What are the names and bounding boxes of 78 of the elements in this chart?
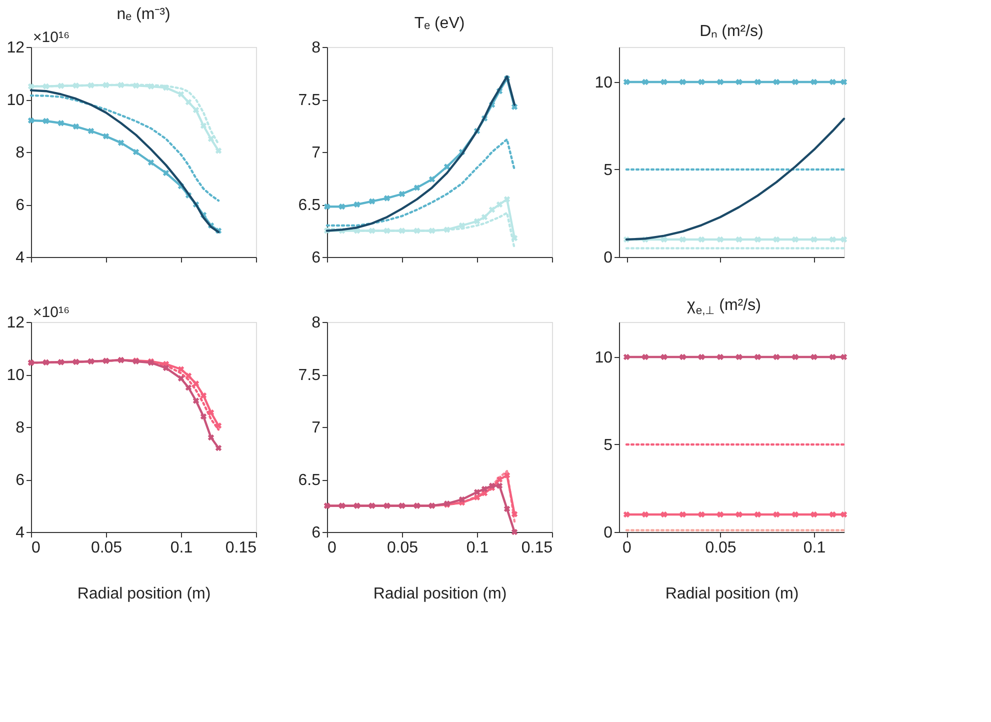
point [72, 123, 80, 130]
x-axis-title: Radial position (m) [373, 586, 507, 602]
x-tick-label: 0.05 [705, 540, 736, 556]
x-tick-label: 0.05 [386, 540, 418, 556]
x-tick-label: 0 [32, 540, 40, 556]
point [148, 159, 154, 166]
x-tick-label: 0.1 [803, 540, 826, 556]
point [496, 201, 503, 208]
point [354, 201, 360, 208]
chart-title: Tₑ (eV) [414, 15, 465, 32]
point [384, 195, 390, 202]
y-tick-label: 6.5 [298, 197, 321, 214]
y-tick-label: 6 [312, 250, 321, 266]
point [132, 148, 140, 156]
y-tick-label: 10 [6, 92, 25, 109]
y-tick-label: 10 [594, 74, 613, 92]
point [474, 218, 480, 224]
point [118, 140, 124, 146]
point [398, 190, 406, 198]
x-tick-label: 0.05 [90, 540, 122, 556]
y-tick-label: 0 [604, 524, 613, 542]
y-tick-label: 4 [16, 524, 25, 542]
y-tick-label: 8 [312, 40, 321, 56]
y-tick-label: 7 [312, 420, 321, 436]
point [428, 176, 436, 182]
point [178, 91, 184, 98]
point [192, 106, 200, 114]
point [28, 117, 34, 124]
x-tick-label: 0.15 [225, 540, 257, 556]
y-tick-label: 8 [16, 144, 25, 162]
x-axis-title: Radial position (m) [665, 586, 799, 602]
y-tick-label: 7.5 [298, 92, 321, 109]
chart-title: Dₙ (m²/s) [700, 23, 764, 40]
point [88, 128, 94, 134]
line-series [30, 94, 220, 202]
x-tick-label: 0.1 [170, 540, 193, 556]
point [200, 122, 207, 129]
y-tick-label: 5 [604, 162, 613, 179]
y-tick-label: 8 [16, 420, 25, 436]
point [102, 133, 110, 140]
x-tick-label: 0 [622, 540, 632, 556]
point [324, 203, 330, 210]
point [368, 198, 376, 204]
x-tick-label: 0.1 [466, 540, 489, 556]
point [185, 98, 192, 106]
point [42, 118, 50, 124]
chart-title: nₑ (m⁻³) [116, 6, 170, 23]
text: ×10¹⁶ [33, 29, 70, 46]
point [504, 196, 510, 202]
point [215, 148, 222, 154]
line-series [326, 138, 516, 227]
point [208, 136, 214, 142]
point [338, 203, 346, 210]
text: ×10¹⁶ [33, 304, 70, 321]
point [414, 184, 420, 191]
y-tick-label: 10 [6, 367, 25, 384]
y-tick-label: 6.5 [298, 472, 321, 489]
point [444, 164, 450, 170]
point [58, 120, 64, 126]
y-tick-label: 7 [312, 144, 321, 162]
y-tick-label: 7.5 [298, 367, 321, 384]
y-tick-label: 0 [604, 250, 613, 266]
y-tick-label: 6 [16, 472, 25, 489]
line-series [625, 118, 846, 241]
y-tick-label: 10 [594, 350, 613, 366]
y-tick-label: 5 [604, 437, 613, 454]
y-tick-label: 12 [6, 40, 25, 56]
point [481, 214, 488, 220]
y-tick-label: 8 [312, 314, 321, 332]
x-tick-label: 0 [328, 540, 336, 556]
point [488, 206, 496, 213]
y-tick-label: 12 [6, 314, 25, 332]
point [162, 170, 170, 176]
x-tick-label: 0.15 [521, 540, 553, 556]
y-tick-label: 6 [16, 197, 25, 214]
y-tick-label: 6 [312, 524, 321, 542]
y-tick-label: 4 [16, 250, 25, 266]
x-axis-title: Radial position (m) [77, 586, 211, 602]
